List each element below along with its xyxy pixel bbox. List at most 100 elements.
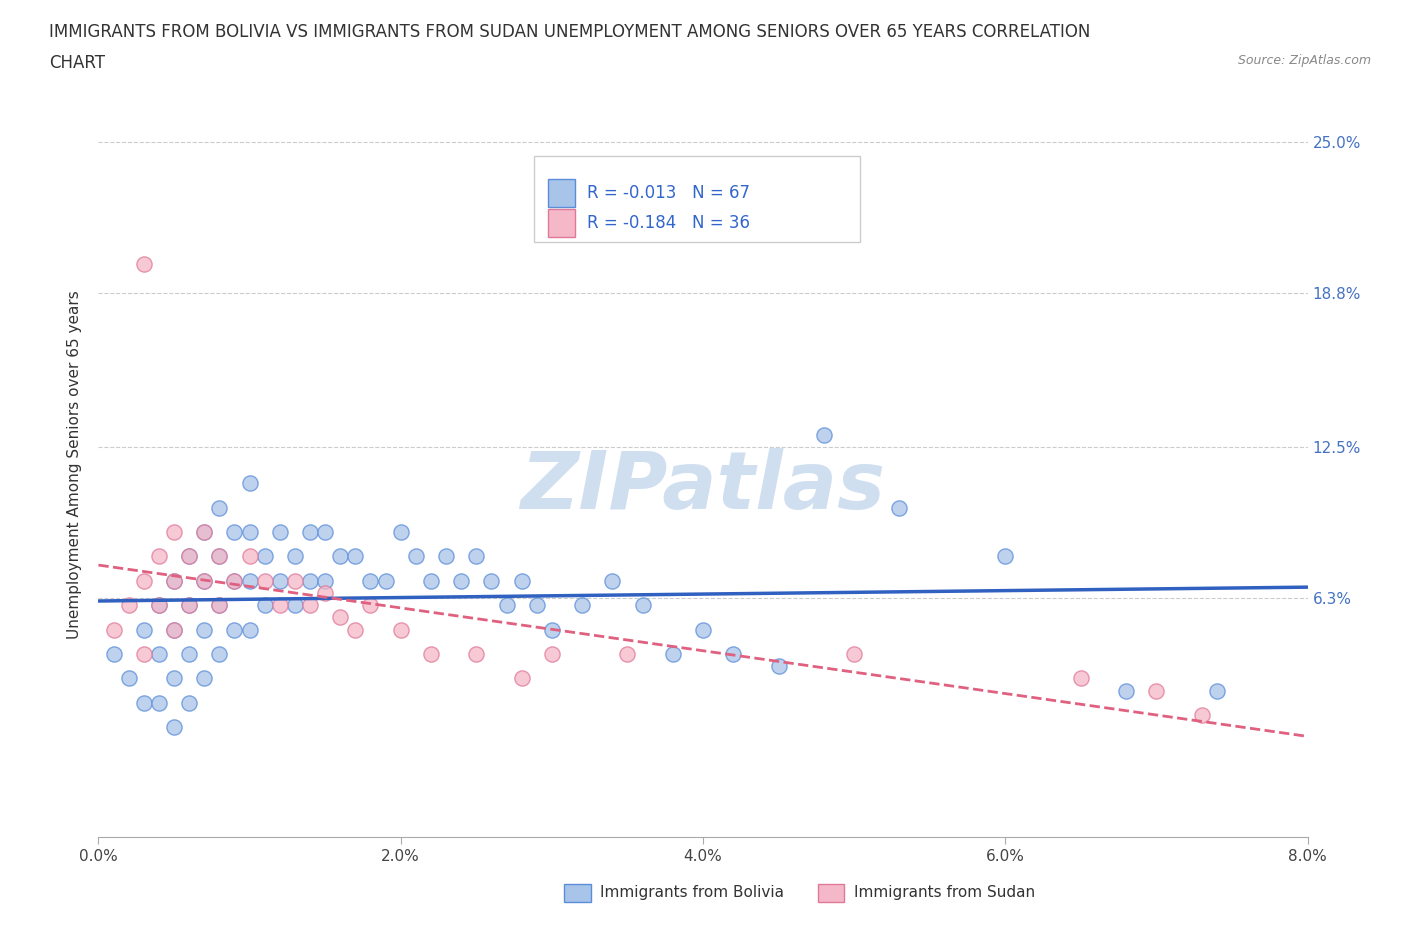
Point (1115, 684, 1137, 698)
Point (132, 257, 155, 272)
Point (132, 696, 155, 711)
Point (208, 646, 231, 661)
Point (163, 574, 186, 589)
Text: Immigrants from Sudan: Immigrants from Sudan (855, 885, 1035, 900)
Point (661, 646, 683, 661)
Point (360, 574, 382, 589)
Point (284, 574, 307, 589)
Point (163, 622, 186, 637)
Point (344, 549, 367, 564)
Text: CHART: CHART (49, 54, 105, 72)
Point (163, 720, 186, 735)
Point (239, 525, 262, 539)
Y-axis label: Unemployment Among Seniors over 65 years: Unemployment Among Seniors over 65 years (67, 291, 83, 640)
Point (510, 574, 533, 589)
Point (434, 549, 457, 564)
Point (148, 598, 170, 613)
Text: R = -0.184   N = 36: R = -0.184 N = 36 (586, 214, 749, 232)
Point (208, 549, 231, 564)
Point (889, 500, 911, 515)
Point (450, 574, 472, 589)
Point (1070, 671, 1092, 686)
Point (179, 598, 201, 613)
Point (148, 598, 170, 613)
Bar (818, 884, 845, 902)
Point (495, 598, 517, 613)
Bar (548, 209, 575, 237)
Point (1206, 684, 1229, 698)
Point (239, 622, 262, 637)
Point (813, 427, 835, 442)
Point (540, 622, 562, 637)
Point (224, 622, 246, 637)
Point (193, 525, 215, 539)
Point (314, 586, 336, 601)
Point (481, 574, 503, 589)
Point (224, 574, 246, 589)
Point (179, 549, 201, 564)
Text: Source: ZipAtlas.com: Source: ZipAtlas.com (1237, 54, 1371, 67)
Point (193, 525, 215, 539)
Point (692, 622, 714, 637)
Point (193, 574, 215, 589)
Point (239, 476, 262, 491)
Point (148, 646, 170, 661)
Point (208, 598, 231, 613)
Point (1191, 708, 1213, 723)
Point (1146, 684, 1168, 698)
Point (224, 525, 246, 539)
Point (148, 549, 170, 564)
Point (179, 549, 201, 564)
Point (163, 671, 186, 686)
Point (420, 574, 443, 589)
Point (526, 598, 548, 613)
Point (314, 574, 336, 589)
Point (465, 646, 488, 661)
Point (723, 646, 745, 661)
Point (540, 646, 562, 661)
Point (239, 549, 262, 564)
Point (299, 574, 322, 589)
Point (314, 525, 336, 539)
Point (994, 549, 1017, 564)
Point (299, 598, 322, 613)
Point (510, 671, 533, 686)
Point (571, 598, 593, 613)
Point (768, 658, 790, 673)
Point (179, 696, 201, 711)
Point (132, 646, 155, 661)
Point (465, 549, 488, 564)
Point (193, 671, 215, 686)
Point (284, 598, 307, 613)
Point (253, 549, 276, 564)
Point (132, 574, 155, 589)
Text: Immigrants from Bolivia: Immigrants from Bolivia (600, 885, 785, 900)
Point (224, 574, 246, 589)
Point (602, 574, 624, 589)
Point (103, 646, 125, 661)
FancyBboxPatch shape (534, 156, 860, 242)
Point (616, 646, 638, 661)
Bar (564, 884, 591, 902)
Point (299, 525, 322, 539)
Point (329, 549, 352, 564)
Point (344, 622, 367, 637)
Point (253, 598, 276, 613)
Point (239, 574, 262, 589)
Text: IMMIGRANTS FROM BOLIVIA VS IMMIGRANTS FROM SUDAN UNEMPLOYMENT AMONG SENIORS OVER: IMMIGRANTS FROM BOLIVIA VS IMMIGRANTS FR… (49, 23, 1091, 41)
Point (132, 622, 155, 637)
Point (374, 574, 396, 589)
Point (193, 574, 215, 589)
Point (208, 549, 231, 564)
Point (269, 598, 291, 613)
Point (208, 500, 231, 515)
Point (179, 646, 201, 661)
Bar (548, 179, 575, 207)
Point (163, 622, 186, 637)
Point (405, 549, 427, 564)
Point (389, 622, 412, 637)
Point (631, 598, 654, 613)
Point (420, 646, 443, 661)
Point (208, 598, 231, 613)
Point (163, 574, 186, 589)
